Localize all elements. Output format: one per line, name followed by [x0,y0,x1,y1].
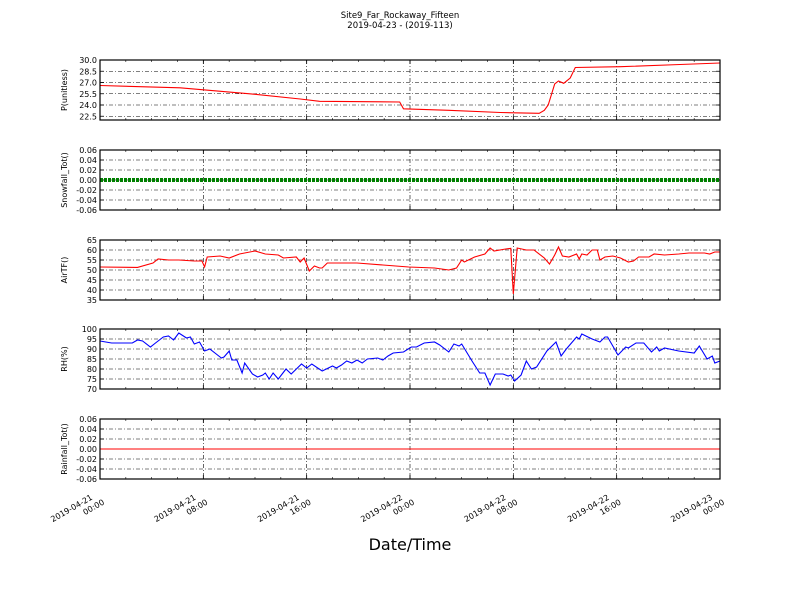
y-tick-label: 100 [82,325,97,334]
y-tick-label: 0.04 [79,156,97,165]
panel-1: 22.5 24.0 25.5 27.0 28.5 30.0 P(unitless) [60,56,721,121]
axes-frame [99,418,721,480]
y-tick-label: 35 [87,296,97,305]
y-tick-label: 0.00 [79,176,97,185]
x-tick-label: 2019-04-2100:00 [49,489,106,533]
panel-5: -0.06-0.04-0.020.000.020.040.06 Rainfall_… [60,415,721,484]
y-axis-label: AirTF() [60,257,69,284]
x-tick-label: 2019-04-2116:00 [256,489,313,533]
y-tick-label: 75 [87,375,97,384]
y-tick-label: 65 [87,236,97,245]
x-tick-label: 2019-04-2108:00 [153,489,210,533]
x-tick-label: 2019-04-2200:00 [359,489,416,533]
x-tick-label: 2019-04-2300:00 [669,489,726,533]
y-axis-label: P(unitless) [60,69,69,111]
y-tick-label: 0.02 [79,166,97,175]
y-tick-label: 0.00 [79,445,97,454]
y-tick-label: 85 [87,355,97,364]
y-tick-label: 40 [87,286,97,295]
y-axis-label: Snowfall_Tot() [60,152,69,208]
y-tick-label: 24.0 [79,101,97,110]
chart-subtitle: 2019-04-23 - (2019-113) [347,21,453,31]
y-axis-label: RH(%) [60,346,69,371]
axes-frame [99,328,721,390]
y-axis-label: Rainfall_Tot() [60,423,69,475]
y-tick-label: 55 [87,256,97,265]
y-tick-label: 0.06 [79,415,97,424]
y-tick-label: 28.5 [79,67,97,76]
y-tick-label: 27.0 [79,79,97,88]
y-tick-label: 50 [87,266,97,275]
y-tick-label: -0.04 [76,465,97,474]
series-line [99,62,721,114]
chart-title-text: Site9_Far_Rockaway_Fifteen [340,11,460,21]
y-tick-label: 30.0 [79,56,97,65]
y-tick-label: 22.5 [79,112,97,121]
x-tick-label: 2019-04-2208:00 [463,489,520,533]
y-tick-label: -0.04 [76,196,97,205]
axes-frame [99,239,721,301]
series-line [99,332,721,387]
series-line [99,245,720,295]
y-tick-label: -0.02 [76,186,97,195]
y-tick-label: 0.06 [79,146,97,155]
x-tick-label: 2019-04-2216:00 [566,489,623,533]
y-tick-label: 0.04 [79,425,97,434]
panel-2: -0.06-0.04-0.020.000.020.040.06 Snowfall_… [60,146,721,215]
y-tick-label: 25.5 [79,90,97,99]
y-tick-label: -0.06 [76,206,97,215]
axes-frame [99,149,721,211]
y-tick-label: -0.02 [76,455,97,464]
y-tick-label: 70 [87,385,97,394]
y-tick-label: 60 [87,246,97,255]
axes-frame [99,59,721,121]
y-tick-label: 45 [87,276,97,285]
y-tick-label: 80 [87,365,97,374]
y-tick-label: -0.06 [76,475,97,484]
chart-title: Site9_Far_Rockaway_Fifteen 2019-04-23 - … [0,11,800,31]
x-axis-label: Date/Time [369,535,452,554]
y-tick-label: 0.02 [79,435,97,444]
y-tick-label: 95 [87,335,97,344]
y-tick-label: 90 [87,345,97,354]
